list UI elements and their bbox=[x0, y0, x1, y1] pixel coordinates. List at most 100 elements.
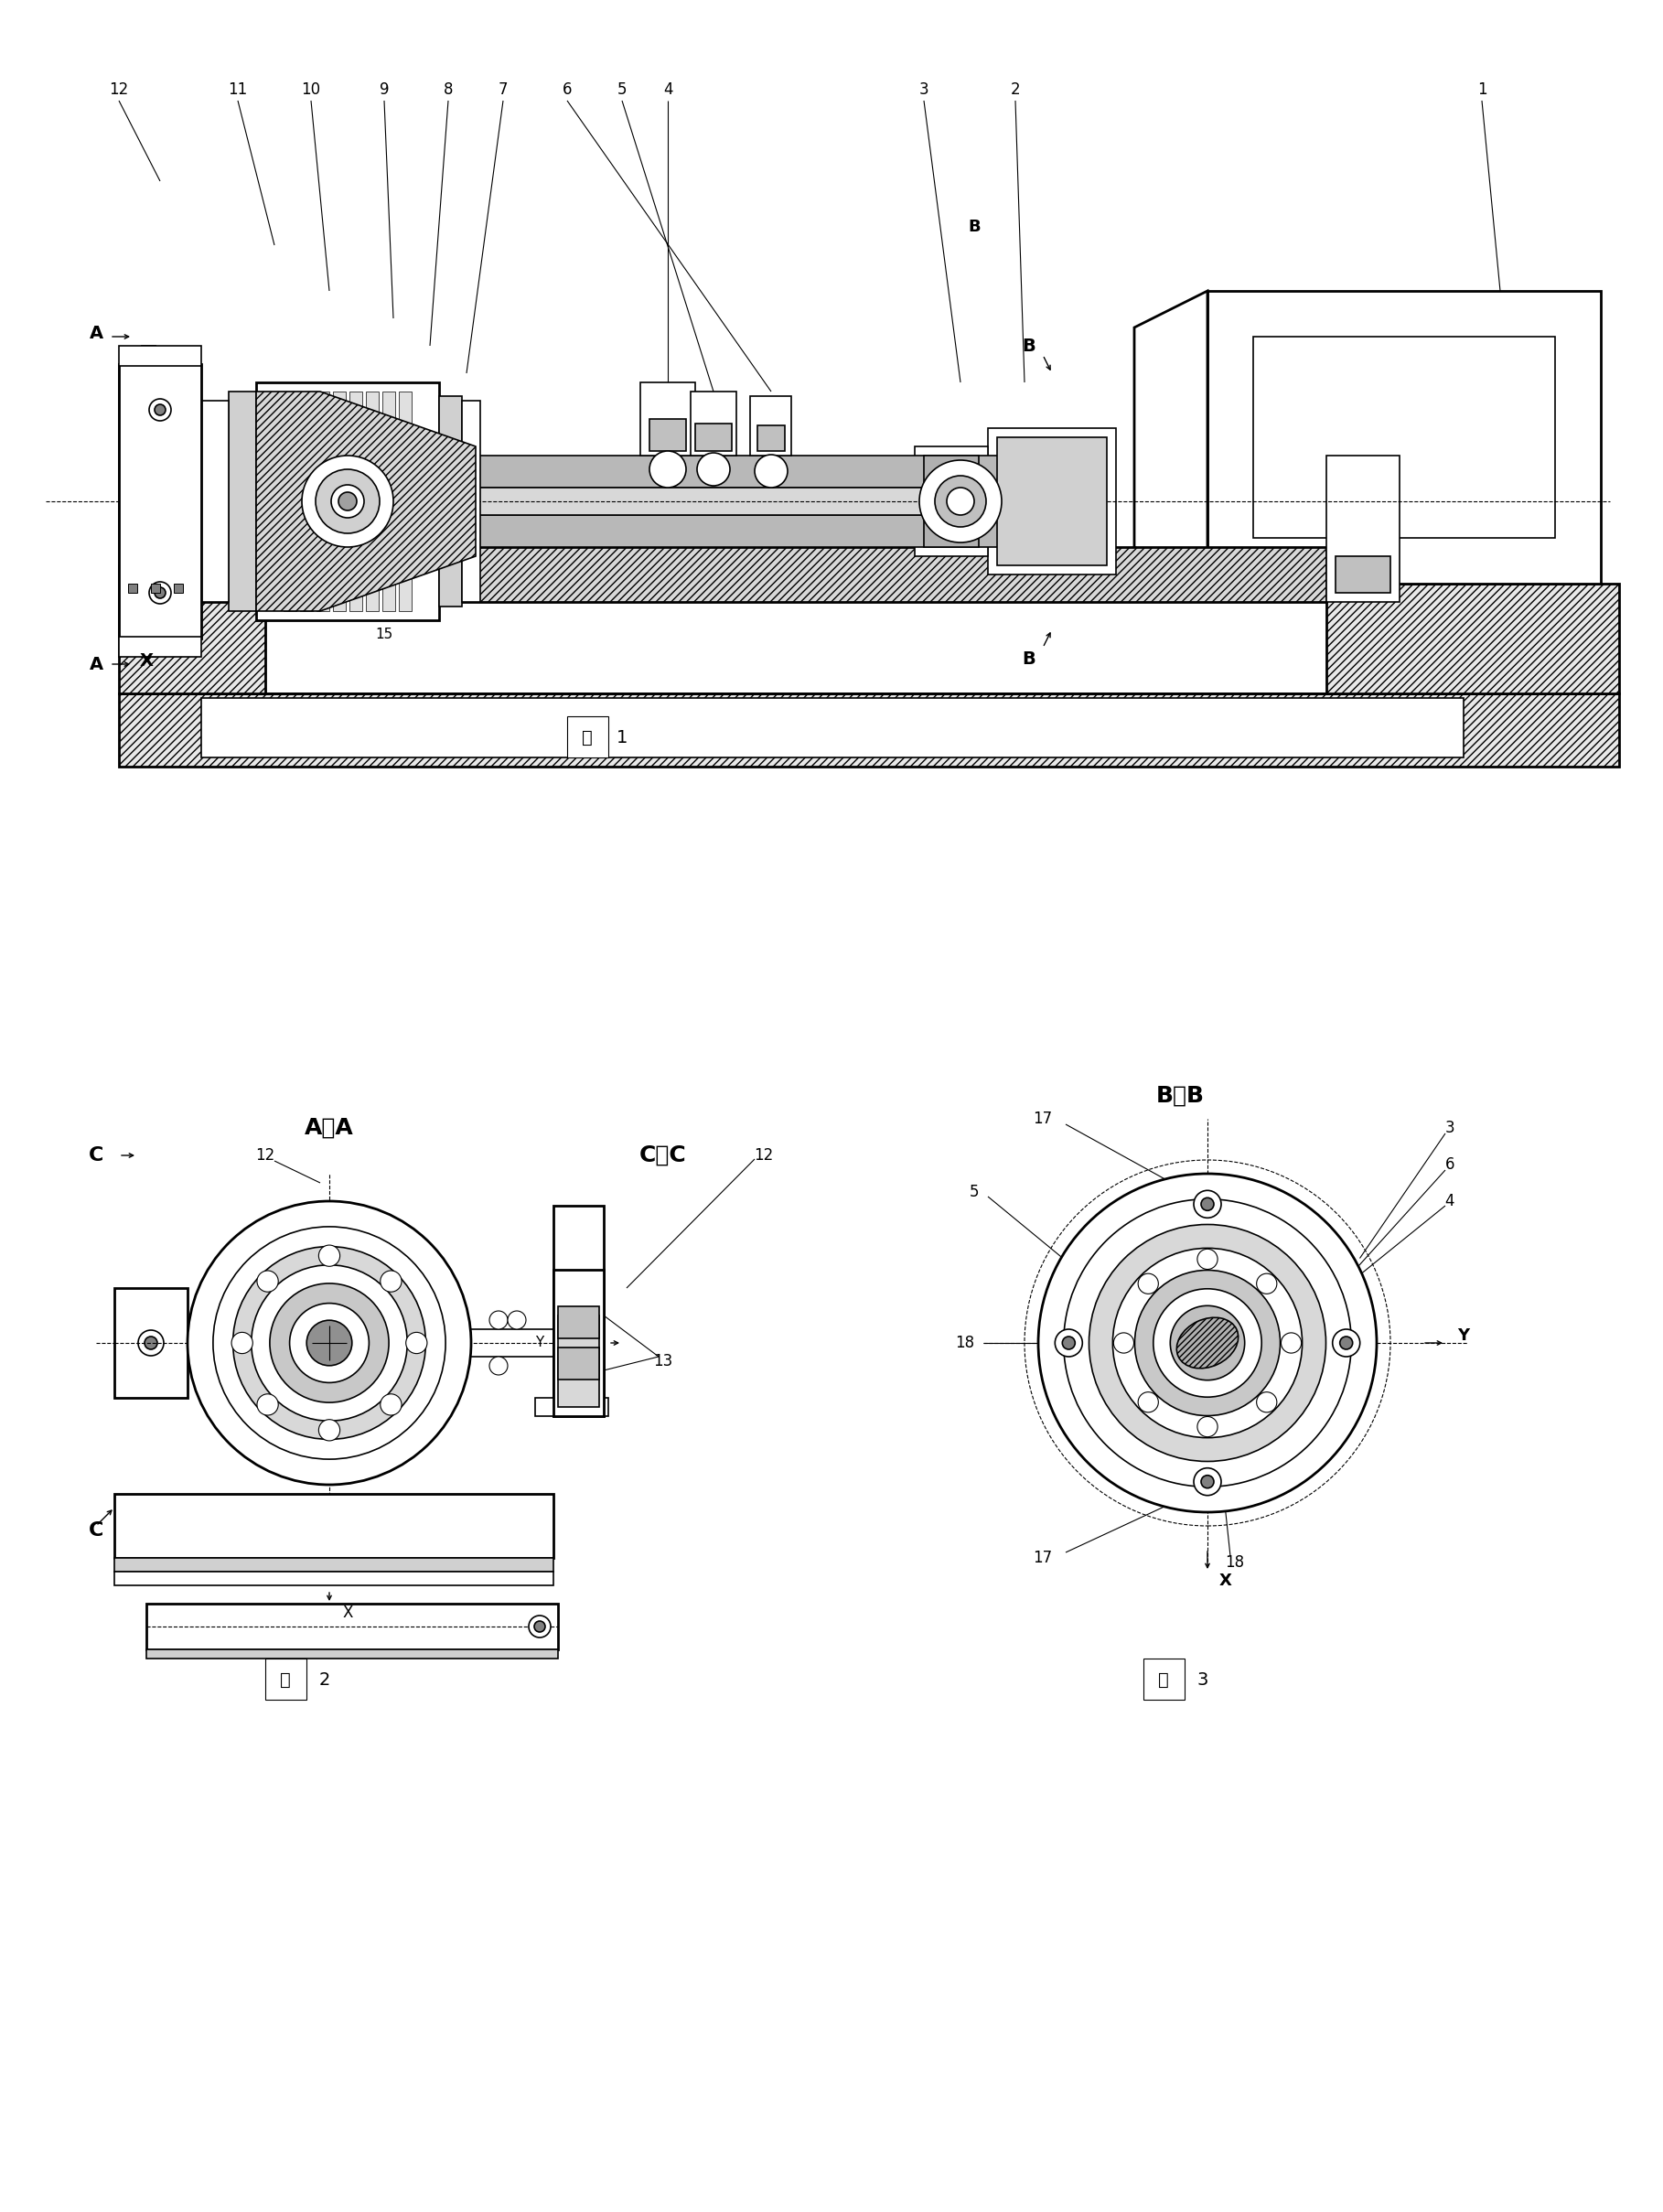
Text: 9: 9 bbox=[379, 82, 389, 97]
Bar bbox=[115, 1573, 554, 1586]
Bar bbox=[554, 1270, 604, 1416]
Text: 图: 图 bbox=[1157, 1670, 1169, 1688]
Text: A: A bbox=[90, 325, 103, 343]
Bar bbox=[120, 637, 201, 657]
Circle shape bbox=[534, 1621, 545, 1632]
Text: 1: 1 bbox=[617, 728, 627, 745]
Text: 18: 18 bbox=[1226, 1555, 1244, 1571]
Circle shape bbox=[213, 1228, 446, 1460]
Bar bbox=[266, 1659, 306, 1699]
Bar bbox=[120, 566, 201, 602]
Text: 3: 3 bbox=[920, 82, 928, 97]
Bar bbox=[299, 392, 313, 611]
Circle shape bbox=[755, 456, 788, 487]
Circle shape bbox=[1340, 1336, 1352, 1349]
Circle shape bbox=[155, 588, 166, 597]
Text: 3: 3 bbox=[1197, 1670, 1209, 1688]
Text: 2: 2 bbox=[1011, 82, 1019, 97]
Bar bbox=[366, 392, 379, 611]
Text: 8: 8 bbox=[444, 82, 452, 97]
Circle shape bbox=[188, 1201, 471, 1484]
Circle shape bbox=[319, 1245, 339, 1265]
Text: B: B bbox=[968, 219, 981, 234]
Bar bbox=[1254, 336, 1555, 538]
Bar bbox=[695, 422, 732, 451]
Text: 6: 6 bbox=[562, 82, 572, 97]
Bar bbox=[115, 1557, 554, 1573]
Text: 12: 12 bbox=[753, 1148, 773, 1164]
Circle shape bbox=[258, 1270, 278, 1292]
Text: 1: 1 bbox=[1477, 82, 1487, 97]
Bar bbox=[998, 438, 1108, 566]
Bar bbox=[559, 1307, 599, 1338]
Circle shape bbox=[1114, 1334, 1134, 1354]
Circle shape bbox=[319, 1420, 339, 1440]
Circle shape bbox=[489, 1312, 507, 1329]
Bar bbox=[750, 396, 792, 456]
Text: 5: 5 bbox=[970, 1183, 980, 1201]
Circle shape bbox=[920, 460, 1001, 542]
Bar bbox=[115, 1493, 554, 1557]
Circle shape bbox=[289, 1303, 369, 1382]
Circle shape bbox=[306, 1321, 353, 1365]
Circle shape bbox=[1054, 1329, 1083, 1356]
Circle shape bbox=[529, 1615, 550, 1637]
Circle shape bbox=[1197, 1416, 1217, 1438]
Text: X: X bbox=[343, 1604, 353, 1621]
Bar bbox=[349, 392, 363, 611]
Text: X: X bbox=[140, 653, 153, 670]
Circle shape bbox=[138, 1329, 163, 1356]
Bar bbox=[128, 584, 138, 593]
Text: 4: 4 bbox=[1445, 1192, 1455, 1210]
Bar bbox=[757, 425, 785, 451]
Polygon shape bbox=[1327, 584, 1620, 692]
Text: 7: 7 bbox=[499, 82, 507, 97]
Text: 图: 图 bbox=[582, 728, 592, 745]
Bar bbox=[640, 383, 695, 456]
Circle shape bbox=[331, 484, 364, 518]
Bar bbox=[201, 699, 1463, 757]
Circle shape bbox=[1089, 1225, 1325, 1462]
Bar bbox=[439, 396, 462, 606]
Circle shape bbox=[339, 491, 358, 511]
Circle shape bbox=[381, 1394, 401, 1416]
Bar bbox=[316, 392, 329, 611]
Bar bbox=[988, 429, 1116, 575]
Circle shape bbox=[251, 1265, 407, 1420]
Bar bbox=[146, 1650, 559, 1659]
Circle shape bbox=[406, 1332, 427, 1354]
Bar bbox=[115, 1287, 188, 1398]
Circle shape bbox=[1171, 1305, 1244, 1380]
Circle shape bbox=[155, 405, 166, 416]
Bar bbox=[915, 447, 988, 555]
Circle shape bbox=[489, 1356, 507, 1376]
Ellipse shape bbox=[1177, 1318, 1239, 1369]
Bar bbox=[554, 1206, 604, 1416]
Text: 12: 12 bbox=[256, 1148, 274, 1164]
Circle shape bbox=[1154, 1290, 1262, 1398]
Polygon shape bbox=[120, 692, 1620, 768]
Text: 11: 11 bbox=[228, 82, 248, 97]
Circle shape bbox=[1137, 1274, 1159, 1294]
Circle shape bbox=[303, 456, 394, 546]
Text: 15: 15 bbox=[376, 626, 392, 641]
Text: 17: 17 bbox=[1033, 1551, 1053, 1566]
Bar bbox=[925, 456, 980, 546]
Circle shape bbox=[1063, 1336, 1074, 1349]
Circle shape bbox=[1134, 1270, 1281, 1416]
Circle shape bbox=[1332, 1329, 1360, 1356]
Bar bbox=[650, 418, 687, 451]
Polygon shape bbox=[1134, 292, 1207, 584]
Circle shape bbox=[650, 451, 687, 487]
Bar bbox=[146, 491, 329, 513]
Text: 13: 13 bbox=[654, 1354, 674, 1369]
Bar bbox=[321, 487, 1006, 515]
Text: C－C: C－C bbox=[640, 1144, 687, 1166]
Text: 10: 10 bbox=[301, 82, 321, 97]
Bar bbox=[399, 392, 412, 611]
Text: 18: 18 bbox=[955, 1334, 975, 1352]
Bar bbox=[559, 1347, 599, 1380]
Text: C: C bbox=[88, 1146, 103, 1164]
Circle shape bbox=[1201, 1475, 1214, 1489]
Circle shape bbox=[150, 582, 171, 604]
